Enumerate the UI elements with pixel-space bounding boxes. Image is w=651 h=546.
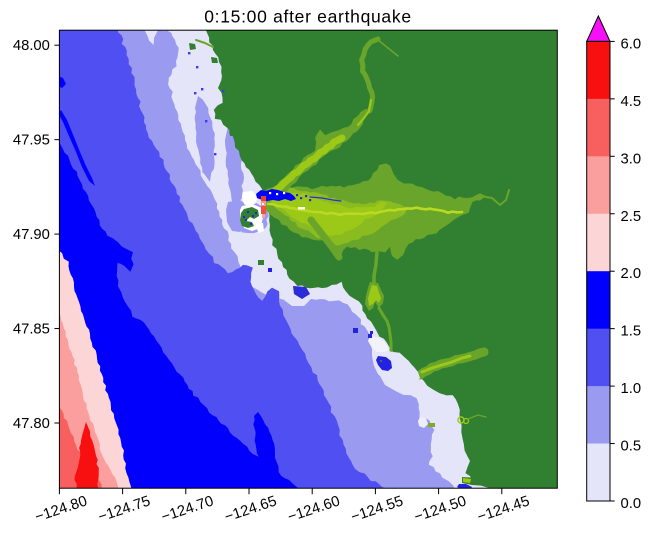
svg-text:4.5: 4.5 — [621, 94, 642, 110]
svg-text:47.90: 47.90 — [13, 227, 50, 243]
svg-text:2.5: 2.5 — [621, 209, 642, 225]
svg-text:47.80: 47.80 — [13, 416, 50, 432]
svg-text:6.0: 6.0 — [621, 36, 642, 52]
svg-text:47.85: 47.85 — [13, 322, 50, 338]
svg-text:1.0: 1.0 — [621, 381, 642, 397]
svg-text:1.5: 1.5 — [621, 324, 642, 340]
svg-text:0:15:00 after earthquake: 0:15:00 after earthquake — [204, 7, 412, 27]
svg-text:2.0: 2.0 — [621, 266, 642, 282]
svg-text:47.95: 47.95 — [13, 133, 50, 149]
svg-text:3.0: 3.0 — [621, 151, 642, 167]
svg-text:0.0: 0.0 — [621, 496, 642, 512]
svg-text:0.5: 0.5 — [621, 439, 642, 455]
svg-text:48.00: 48.00 — [13, 38, 50, 54]
